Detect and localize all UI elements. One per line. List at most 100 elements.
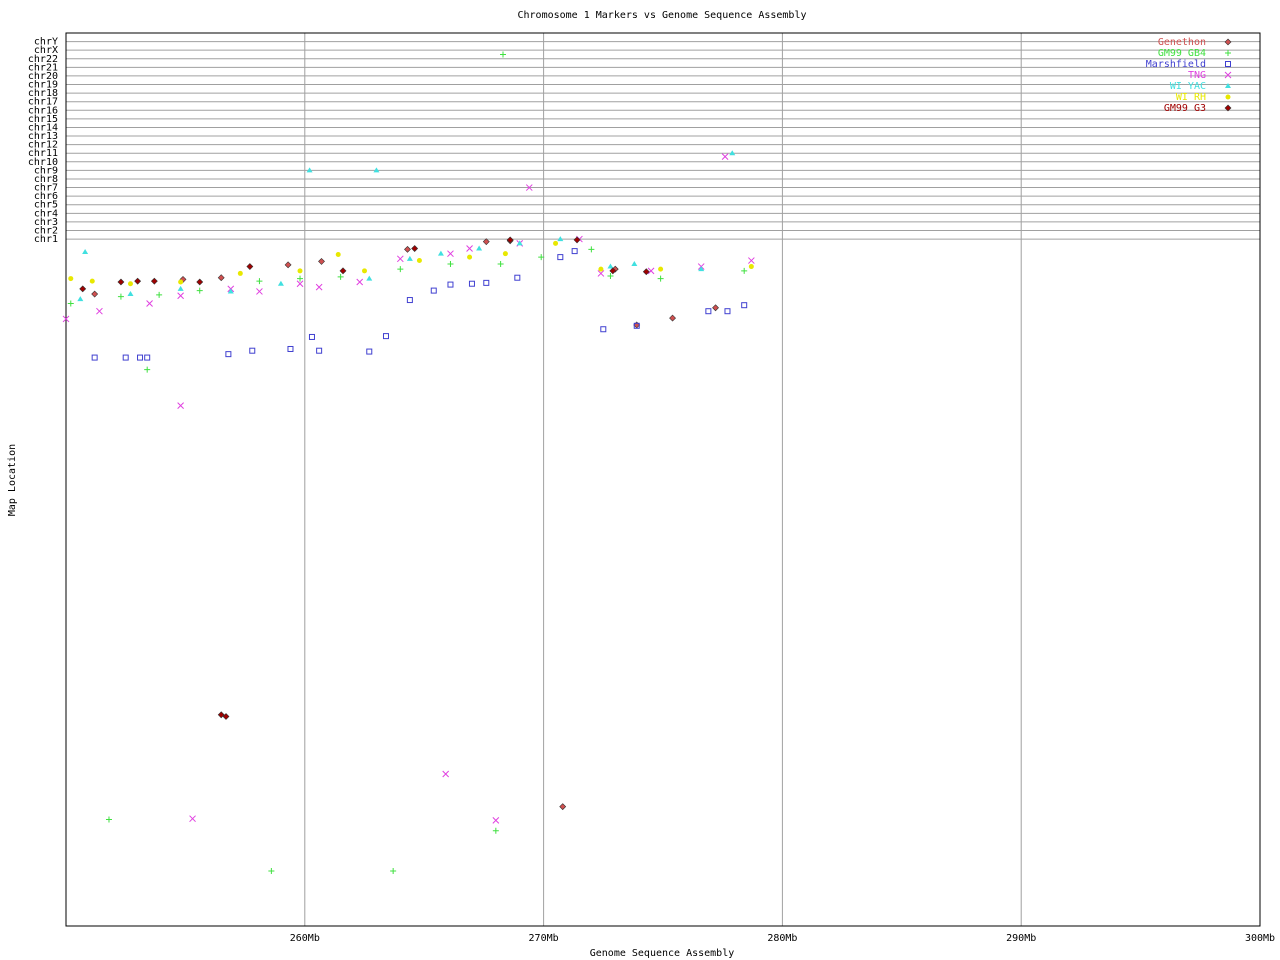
data-point: [196, 287, 203, 294]
data-point: [287, 345, 294, 352]
data-point: [483, 279, 490, 286]
data-point: [406, 255, 413, 261]
data-point: [362, 268, 367, 274]
legend-label: WI YAC: [1170, 81, 1206, 92]
data-point: [705, 308, 712, 315]
data-point: [79, 285, 87, 293]
legend-marker: [1225, 94, 1231, 100]
legend-marker: [1225, 50, 1231, 56]
data-point: [500, 51, 507, 58]
y-tick-label: chr14: [28, 122, 58, 133]
data-point: [77, 296, 84, 302]
y-tick-label: chr18: [28, 88, 58, 99]
y-tick-label: chr7: [34, 183, 58, 194]
y-tick-label: chr15: [28, 114, 58, 125]
data-point: [698, 266, 705, 272]
data-point: [91, 354, 98, 361]
data-point: [316, 347, 323, 354]
data-point: [598, 266, 604, 272]
x-tick-label: 260Mb: [290, 933, 320, 944]
data-point: [137, 354, 144, 361]
data-point: [284, 261, 292, 269]
data-point: [406, 297, 413, 304]
data-point: [146, 300, 153, 307]
data-point: [217, 274, 225, 282]
data-point: [127, 281, 133, 287]
y-tick-label: chr19: [28, 80, 58, 91]
data-point: [447, 250, 454, 258]
data-point: [177, 285, 184, 291]
data-point: [177, 402, 184, 410]
data-point: [748, 264, 754, 270]
data-point: [373, 167, 380, 173]
data-point: [390, 868, 397, 875]
data-point: [447, 281, 454, 288]
legend-marker: [1225, 61, 1231, 67]
data-point: [225, 351, 232, 358]
data-point: [492, 817, 500, 824]
data-point: [89, 278, 95, 284]
data-point: [658, 266, 664, 272]
data-point: [437, 250, 444, 256]
y-tick-label: chr13: [28, 131, 58, 142]
x-axis-label: Genome Sequence Assembly: [590, 948, 735, 959]
data-point: [134, 277, 142, 285]
data-point: [573, 236, 581, 244]
data-point: [249, 347, 256, 354]
data-point: [647, 267, 655, 275]
chart-title: Chromosome 1 Markers vs Genome Sequence …: [518, 10, 807, 21]
data-point: [588, 246, 595, 253]
y-tick-label: chr20: [28, 71, 58, 82]
y-tick-label: chr11: [28, 148, 58, 159]
plot-frame: [65, 32, 1261, 927]
data-point: [607, 272, 614, 279]
data-point: [356, 278, 364, 286]
data-point: [607, 263, 614, 269]
data-point: [96, 307, 103, 315]
data-point: [447, 260, 454, 267]
data-point: [557, 254, 564, 261]
data-point: [724, 308, 731, 315]
data-point: [189, 815, 196, 823]
legend-label: Marshfield: [1146, 59, 1206, 70]
data-point: [492, 827, 499, 834]
y-tick-label: chr2: [34, 225, 58, 236]
y-tick-label: chr12: [28, 140, 58, 151]
data-point: [609, 267, 617, 275]
y-tick-label: chr10: [28, 157, 58, 168]
y-tick-label: chrX: [34, 45, 58, 56]
data-point: [516, 240, 523, 246]
x-tick-label: 270Mb: [529, 933, 559, 944]
data-point: [366, 348, 373, 355]
y-tick-label: chr1: [34, 234, 58, 245]
data-point: [404, 245, 411, 253]
data-point: [657, 275, 664, 282]
data-point: [729, 150, 736, 156]
y-tick-label: chr5: [34, 200, 58, 211]
data-point: [156, 291, 163, 298]
y-tick-label: chr4: [34, 208, 58, 219]
x-tick-label: 280Mb: [767, 933, 797, 944]
y-tick-label: chr21: [28, 62, 58, 73]
y-tick-label: chr17: [28, 97, 58, 108]
data-point: [559, 803, 567, 811]
data-point: [557, 236, 564, 242]
data-point: [525, 184, 533, 191]
y-tick-label: chr3: [34, 217, 58, 228]
data-point: [382, 333, 389, 340]
y-tick-label: chrY: [34, 37, 58, 48]
y-tick-label: chr8: [34, 174, 58, 185]
data-point: [306, 167, 313, 173]
data-point: [318, 257, 325, 265]
data-point: [430, 287, 437, 294]
data-point: [67, 300, 74, 307]
data-point: [217, 711, 225, 719]
legend-label: WI RH: [1176, 92, 1206, 103]
data-point: [467, 254, 473, 260]
x-tick-label: 300Mb: [1245, 933, 1275, 944]
data-point: [642, 268, 650, 276]
data-point: [308, 333, 315, 340]
data-point: [246, 263, 254, 270]
data-point: [82, 248, 89, 254]
